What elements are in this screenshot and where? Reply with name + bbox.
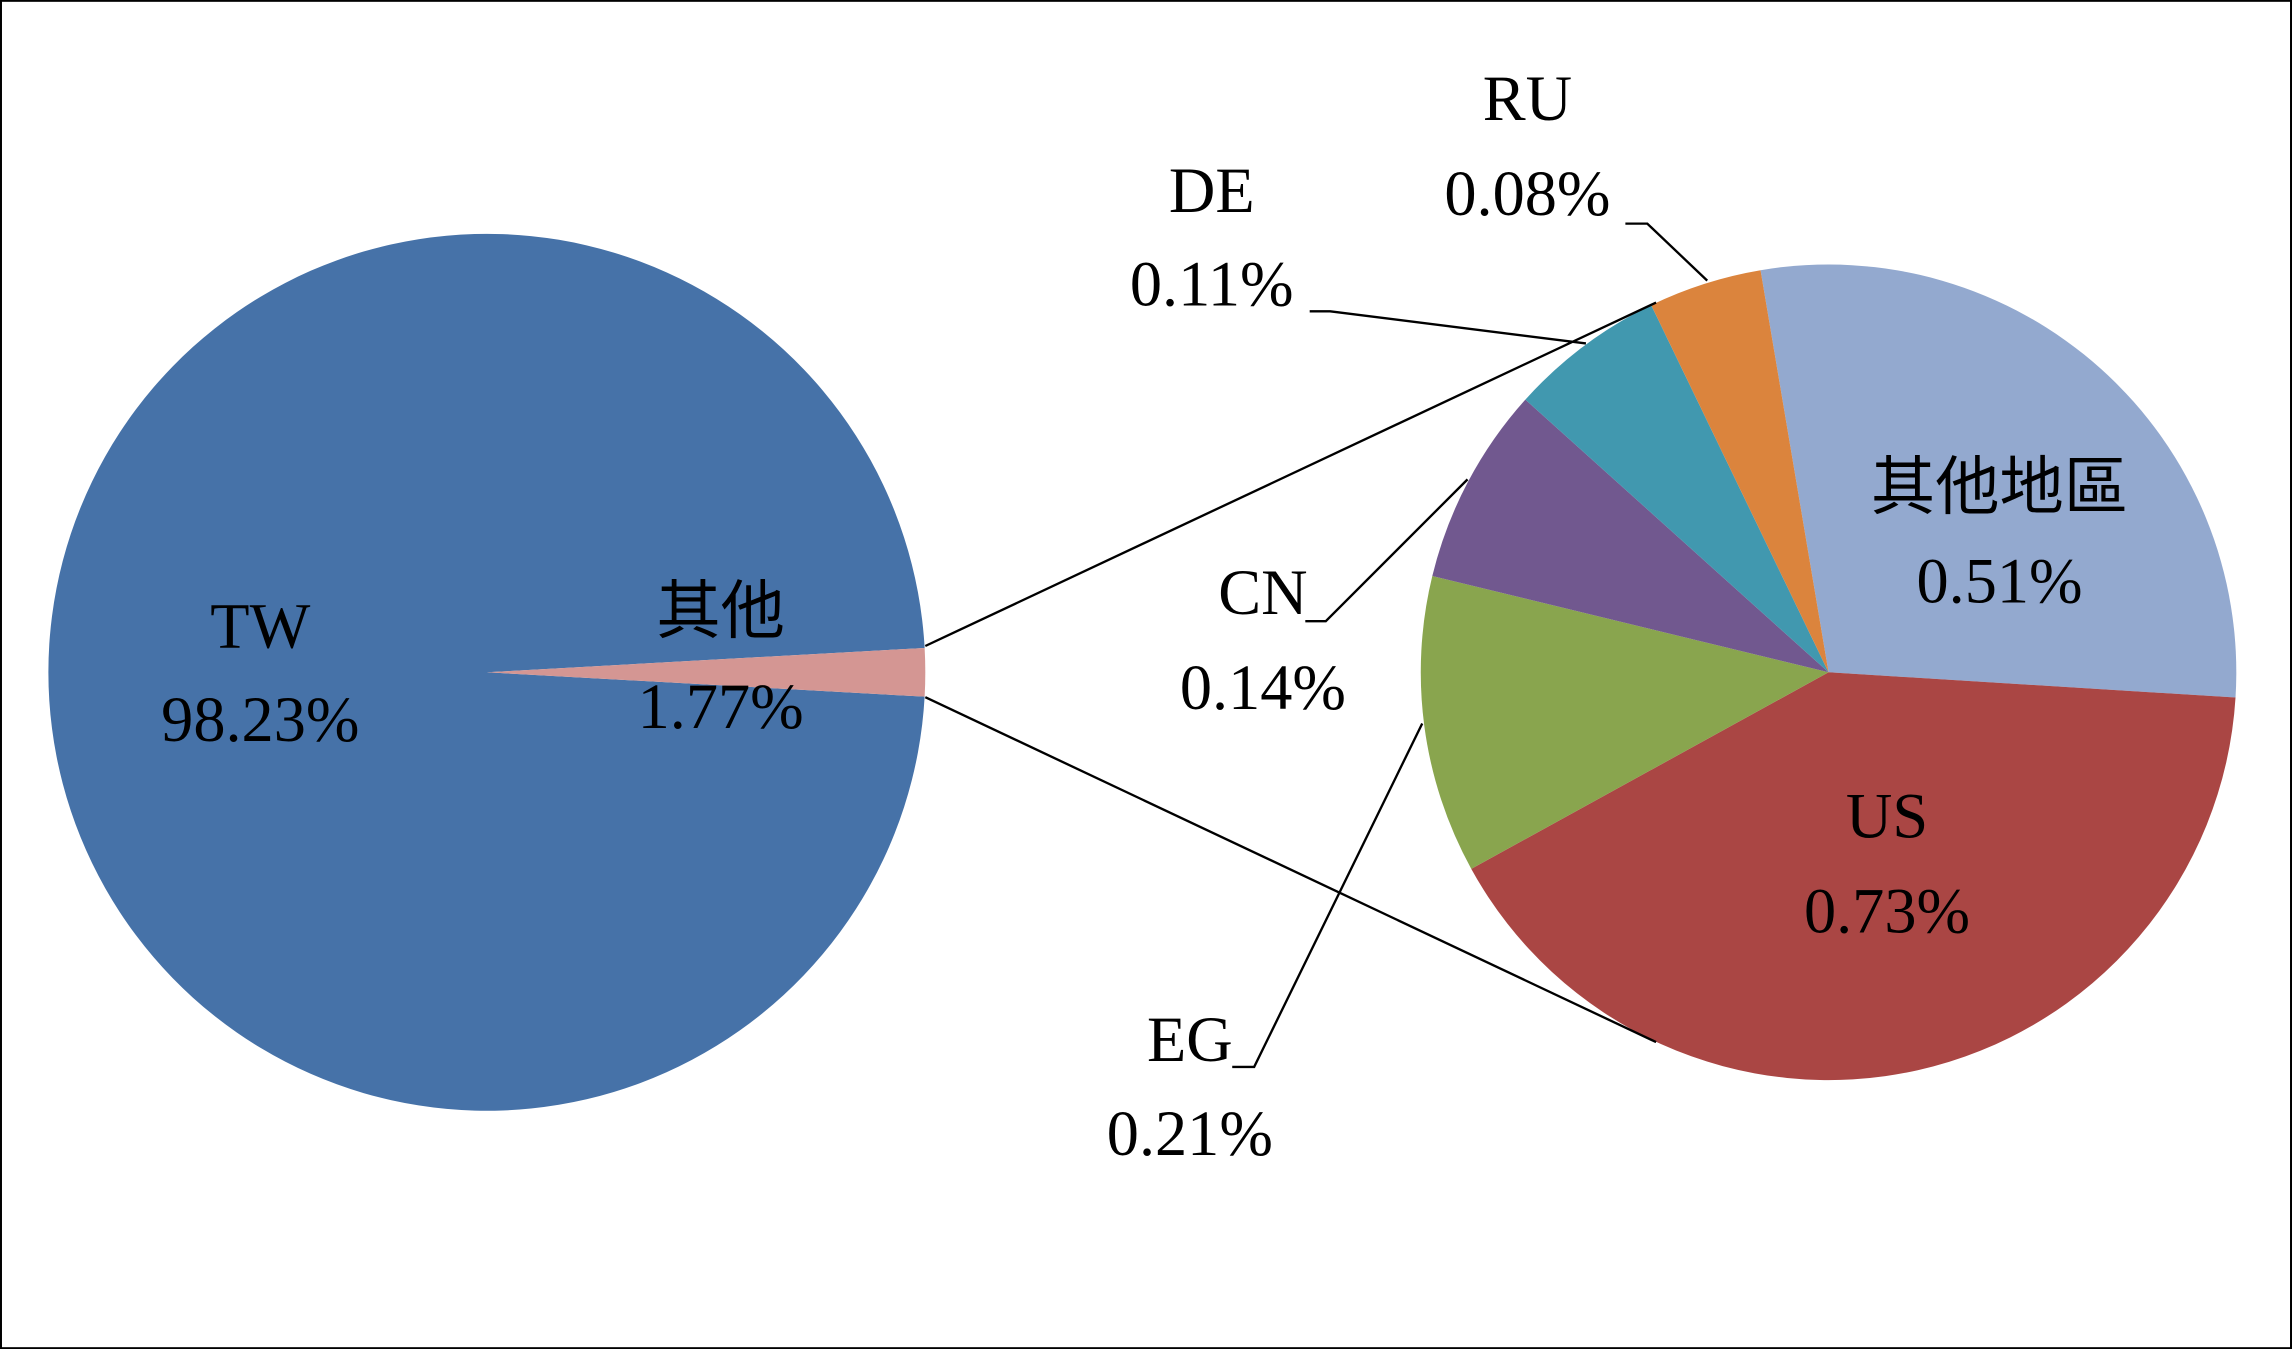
value-label: 0.73% [1804, 876, 1970, 947]
slice-label: 其他 [656, 576, 785, 647]
slice-label: DE [1169, 155, 1255, 226]
value-label: 1.77% [638, 671, 804, 742]
slice-label: US [1846, 781, 1928, 852]
pie-slice [1651, 270, 1829, 673]
value-label: 0.14% [1180, 652, 1346, 723]
connector-line [924, 301, 1657, 648]
leader-line [1305, 478, 1469, 623]
pie-slice [1432, 399, 1829, 673]
value-label: 0.11% [1130, 249, 1294, 320]
value-label: 0.21% [1107, 1098, 1273, 1169]
pie-slice [1760, 264, 2237, 698]
leader-line [1625, 222, 1709, 282]
value-label: 0.51% [1916, 545, 2082, 616]
value-label: 0.08% [1444, 158, 1610, 229]
slice-label: CN [1218, 557, 1307, 628]
leader-line [1232, 722, 1424, 1069]
slice-label: RU [1483, 63, 1572, 134]
connector-line [924, 696, 1657, 1044]
slice-label: 其他地區 [1871, 452, 2128, 523]
value-label: 98.23% [161, 684, 359, 755]
slice-label: TW [210, 591, 310, 662]
pie-slice [1525, 305, 1829, 673]
pie-slice [1420, 576, 1829, 869]
pie-slice [486, 647, 926, 697]
pie-slice [1471, 672, 2236, 1081]
leader-line [1309, 310, 1587, 345]
slice-label: EG [1147, 1004, 1233, 1075]
pie-slice [48, 233, 925, 1111]
